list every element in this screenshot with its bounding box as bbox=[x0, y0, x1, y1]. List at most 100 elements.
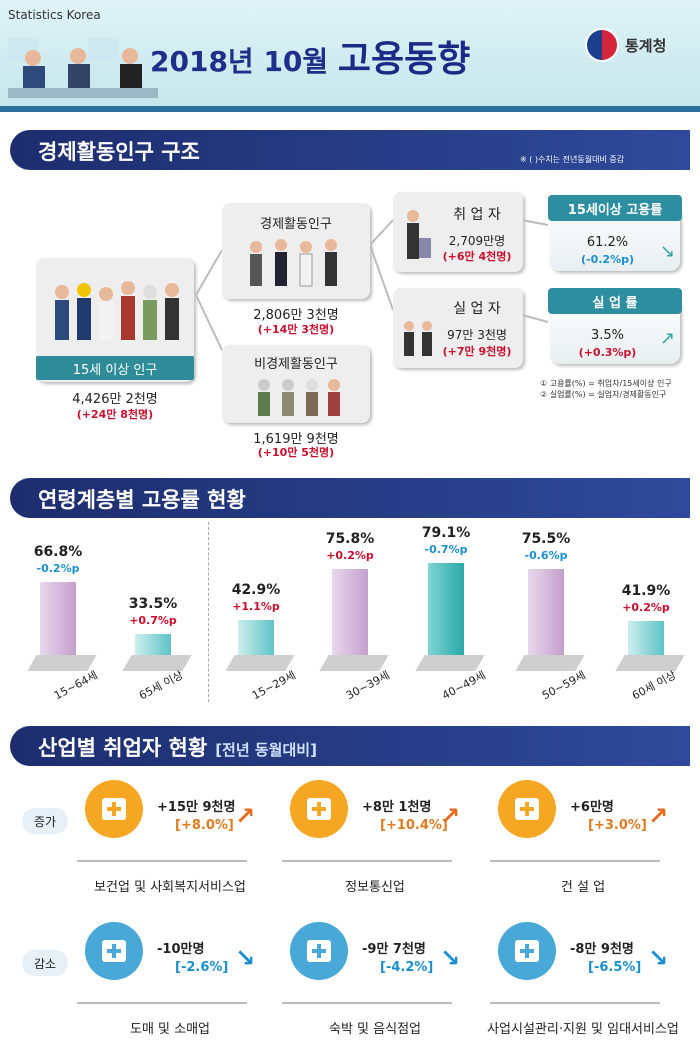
active-pop-change: (+14만 3천명) bbox=[257, 323, 335, 336]
industry-icon-5 bbox=[498, 922, 556, 980]
section-title-structure: 경제활동인구 구조 bbox=[10, 130, 690, 170]
agency-logo: 통계청 bbox=[585, 28, 666, 62]
industry-divider-4 bbox=[282, 1002, 452, 1004]
industry-icon-1 bbox=[290, 780, 348, 838]
change-label-6: +0.2%p bbox=[622, 601, 670, 615]
industry-pct-5: [-6.5%] bbox=[588, 960, 642, 975]
industry-divider-0 bbox=[77, 860, 247, 862]
employment-rate-card: 15세이상 고용률 61.2% (-0.2%p) ↘ bbox=[548, 195, 682, 271]
industry-pct-0: [+8.0%] bbox=[175, 818, 234, 833]
active-pop-value: 2,806만 3천명 bbox=[253, 308, 339, 323]
industry-value-1: +8만 1천명 bbox=[362, 800, 432, 815]
bar-base-2 bbox=[225, 655, 295, 671]
employed-person-icon bbox=[407, 210, 431, 259]
up-arrow-icon: ↗ bbox=[440, 802, 461, 830]
industry-value-4: -9만 7천명 bbox=[362, 942, 426, 957]
bar-base-1 bbox=[122, 655, 192, 671]
up-arrow-icon: ↗ bbox=[235, 802, 256, 830]
taegeuk-icon bbox=[585, 28, 619, 62]
unemployment-rate-label: 실 업 률 bbox=[548, 288, 682, 314]
value-label-2: 42.9% bbox=[231, 581, 281, 598]
population-15-value: 4,426만 2천명 bbox=[72, 392, 158, 407]
value-label-4: 79.1% bbox=[421, 525, 471, 542]
down-arrow-icon: ↘ bbox=[660, 241, 676, 262]
inactive-pop-change: (+10만 5천명) bbox=[257, 446, 335, 459]
page-title: 2018년 10월 고용동향 bbox=[150, 39, 471, 80]
population-15-change: (+24만 8천명) bbox=[76, 408, 154, 421]
down-arrow-icon: ↘ bbox=[648, 944, 669, 972]
industry-name-2: 건 설 업 bbox=[560, 880, 606, 895]
employment-rate-value: 61.2% bbox=[586, 235, 629, 250]
industry-pct-1: [+10.4%] bbox=[380, 818, 448, 833]
industry-pct-2: [+3.0%] bbox=[588, 818, 647, 833]
population-15-box: 15세 이상 인구 bbox=[36, 258, 194, 382]
change-label-5: -0.6%p bbox=[524, 548, 568, 562]
category-label-2: 15~29세 bbox=[249, 668, 298, 703]
unemployment-rate-card: 실 업 률 3.5% (+0.3%p) ↗ bbox=[548, 288, 682, 364]
brand-english: Statistics Korea bbox=[8, 8, 101, 22]
category-label-5: 50~59세 bbox=[539, 668, 588, 703]
bar-2 bbox=[238, 619, 274, 655]
increase-tag: 증가 bbox=[22, 808, 68, 834]
down-arrow-icon: ↘ bbox=[235, 944, 256, 972]
change-note: ※ ( )수치는 전년동월대비 증감 bbox=[520, 155, 625, 164]
bar-base-4 bbox=[415, 655, 485, 671]
industry-icon-3 bbox=[85, 922, 143, 980]
industry-pct-4: [-4.2%] bbox=[380, 960, 434, 975]
category-label-3: 30~39세 bbox=[343, 668, 392, 703]
employment-rate-label: 15세이상 고용률 bbox=[548, 195, 682, 221]
employed-value: 2,709만명 bbox=[448, 234, 506, 248]
employment-rate-change: (-0.2%p) bbox=[580, 253, 634, 266]
industry-divider-1 bbox=[282, 860, 452, 862]
footnote-employment-rate: ① 고용률(%) = 취업자/15세이상 인구 bbox=[540, 379, 672, 388]
value-label-1: 33.5% bbox=[128, 596, 178, 613]
unemployed-box: 실 업 자 97만 3천명 (+7만 9천명) bbox=[393, 288, 523, 368]
industry-name-4: 숙박 및 음식점업 bbox=[329, 1022, 421, 1037]
industry-name-1: 정보통신업 bbox=[345, 880, 405, 895]
bar-6 bbox=[628, 621, 664, 655]
category-label-0: 15~64세 bbox=[51, 668, 100, 703]
chart-divider bbox=[208, 522, 209, 702]
industry-value-3: -10만명 bbox=[157, 942, 205, 957]
industry-icon-4 bbox=[290, 922, 348, 980]
employed-change: (+6만 4천명) bbox=[442, 250, 512, 263]
industry-pct-3: [-2.6%] bbox=[175, 960, 229, 975]
unemployed-value: 97만 3천명 bbox=[447, 328, 507, 342]
bar-5 bbox=[528, 568, 564, 655]
change-label-4: -0.7%p bbox=[424, 543, 468, 557]
unemployment-rate-value: 3.5% bbox=[590, 328, 625, 343]
structure-connectors bbox=[195, 219, 549, 351]
industry-name-5: 사업시설관리·지원 및 임대서비스업 bbox=[487, 1022, 679, 1037]
bar-0 bbox=[40, 582, 76, 655]
industry-value-2: +6만명 bbox=[570, 800, 614, 815]
change-label-1: +0.7%p bbox=[129, 614, 177, 628]
down-arrow-icon: ↘ bbox=[440, 944, 461, 972]
bar-4 bbox=[428, 563, 464, 655]
unemployed-label: 실 업 자 bbox=[453, 301, 501, 317]
bar-base-6 bbox=[615, 655, 685, 671]
industry-name-0: 보건업 및 사회복지서비스업 bbox=[94, 880, 246, 895]
age-employment-chart: 66.8% -0.2%p 15~64세 33.5% +0.7%p 65세 이상 42.9% +… bbox=[0, 520, 700, 710]
industry-value-5: -8만 9천명 bbox=[570, 942, 634, 957]
industry-icon-0 bbox=[85, 780, 143, 838]
decrease-tag: 감소 bbox=[22, 950, 68, 976]
up-arrow-icon: ↗ bbox=[648, 802, 669, 830]
value-label-5: 75.5% bbox=[521, 530, 571, 547]
industry-name-3: 도매 및 소매업 bbox=[129, 1022, 211, 1037]
employed-box: 취 업 자 2,709만명 (+6만 4천명) bbox=[393, 192, 523, 272]
header: Statistics Korea 2018년 10월 고용동향 통계청 bbox=[0, 0, 700, 112]
footnote-unemployment-rate: ② 실업률(%) = 실업자/경제활동인구 bbox=[540, 390, 667, 399]
bar-base-3 bbox=[319, 655, 389, 671]
workers-icon bbox=[250, 239, 337, 287]
industry-divider-3 bbox=[77, 1002, 247, 1004]
seniors-icon bbox=[258, 379, 340, 416]
bar-1 bbox=[135, 634, 171, 655]
bar-3 bbox=[332, 568, 368, 655]
unemployed-change: (+7만 9천명) bbox=[442, 345, 512, 358]
industry-value-0: +15만 9천명 bbox=[157, 800, 236, 815]
category-label-1: 65세 이상 bbox=[136, 668, 186, 703]
value-label-3: 75.8% bbox=[325, 530, 375, 547]
unemployment-rate-change: (+0.3%p) bbox=[578, 346, 637, 359]
bar-base-5 bbox=[515, 655, 585, 671]
inactive-pop-label: 비경제활동인구 bbox=[254, 357, 338, 372]
